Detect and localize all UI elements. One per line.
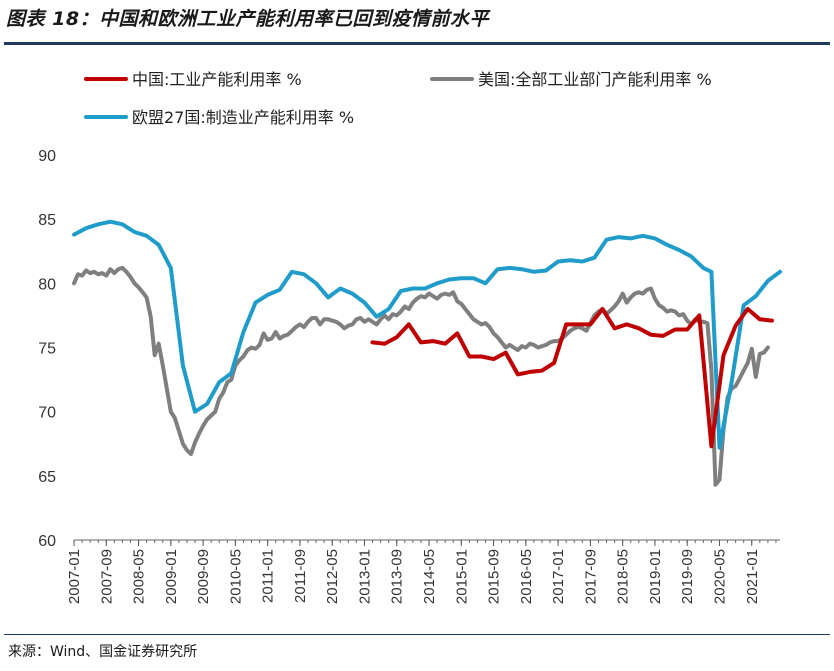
x-tick-label: 2017-01 (550, 549, 567, 604)
y-tick-label: 80 (38, 276, 56, 293)
x-tick-label: 2020-05 (711, 549, 728, 604)
x-tick-label: 2008-05 (131, 549, 148, 604)
x-tick-label: 2010-05 (227, 549, 244, 604)
x-tick-label: 2009-09 (195, 549, 212, 604)
x-tick-label: 2017-09 (582, 549, 599, 604)
source-divider (4, 634, 830, 635)
legend-label-0: 中国:工业产能利用率 % (132, 70, 302, 89)
series-line-1 (72, 265, 770, 487)
x-tick-label: 2009-01 (163, 549, 180, 604)
x-tick-label: 2007-09 (98, 549, 115, 604)
x-tick-label: 2013-01 (356, 549, 373, 604)
legend-label-2: 欧盟27国:制造业产能利用率 % (132, 108, 354, 127)
legend-label-1: 美国:全部工业部门产能利用率 % (478, 70, 712, 89)
y-tick-label: 70 (38, 405, 56, 422)
y-tick-label: 60 (38, 533, 56, 550)
y-tick-label: 90 (38, 148, 56, 165)
series-layer (72, 219, 782, 487)
x-tick-label: 2016-05 (518, 549, 535, 604)
x-tick-label: 2015-01 (453, 549, 470, 604)
x-tick-label: 2021-01 (744, 549, 761, 604)
x-tick-label: 2011-09 (292, 549, 309, 603)
y-tick-label: 65 (38, 469, 56, 486)
y-tick-label: 85 (38, 212, 56, 229)
title-divider (4, 42, 830, 45)
x-tick-label: 2013-09 (389, 549, 406, 604)
chart-legend: 中国:工业产能利用率 % 美国:全部工业部门产能利用率 % 欧盟27国:制造业产能利… (84, 70, 712, 127)
x-tick-label: 2019-09 (679, 549, 696, 604)
x-tick-label: 2007-01 (66, 549, 83, 604)
page-title: 图表 18：中国和欧洲工业产能利用率已回到疫情前水平 (6, 8, 490, 30)
y-tick-label: 75 (38, 341, 56, 358)
x-tick-label: 2018-05 (615, 549, 632, 604)
axis-layer: 60 65 70 75 80 85 90 2007-01 2007-09 2008-05 2009-… (38, 148, 780, 604)
line-chart: 60 65 70 75 80 85 90 2007-01 2007-09 2008-05 2009-… (38, 70, 782, 604)
series-line-0 (370, 307, 774, 449)
x-tick-label: 2019-01 (647, 549, 664, 604)
x-tick-label: 2012-05 (324, 549, 341, 604)
x-tick-label: 2014-05 (421, 549, 438, 604)
source-note: 来源：Wind、国金证券研究所 (8, 644, 198, 660)
x-tick-label: 2015-09 (486, 549, 503, 604)
x-tick-label: 2011-01 (260, 549, 277, 603)
series-line-2 (72, 219, 782, 450)
